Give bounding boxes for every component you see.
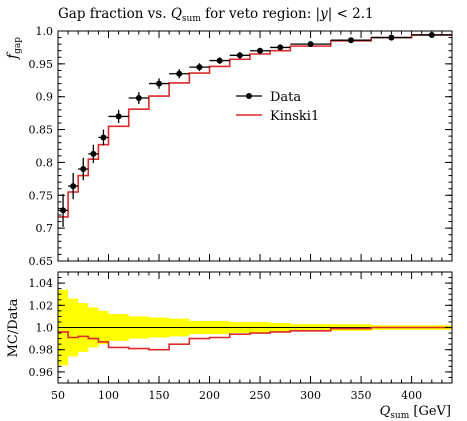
main-y-tick-label: 0.7: [36, 222, 54, 235]
main-y-tick-label: 1.0: [36, 25, 54, 38]
data-point: [236, 52, 243, 59]
x-tick-label: 300: [300, 389, 321, 402]
data-point: [307, 41, 314, 48]
data-point: [156, 80, 163, 87]
data-point: [176, 70, 183, 77]
data-point: [428, 31, 435, 38]
x-tick-label: 50: [51, 389, 65, 402]
main-y-tick-label: 0.95: [29, 58, 54, 71]
kinski1-step-line: [58, 34, 452, 218]
data-point: [60, 207, 67, 214]
ratio-plot-panel: 0.96 0.98 1.0 1.02 1.04 50 100 150 200 250 300 350 4…: [6, 271, 453, 421]
x-tick-label: 250: [250, 389, 271, 402]
x-axis-label: Qsum [GeV]: [380, 404, 451, 421]
main-y-tick-label: 0.8: [36, 156, 54, 169]
x-tick-label: 200: [199, 389, 220, 402]
ratio-y-tick-label: 0.96: [29, 366, 54, 379]
ratio-y-tick-label: 0.98: [29, 344, 54, 357]
legend: Data Kinski1: [236, 90, 319, 124]
main-plot-lines: [58, 31, 452, 227]
data-point: [277, 44, 284, 51]
legend-data-marker: [246, 93, 252, 99]
x-tick-label: 400: [401, 389, 422, 402]
data-point: [216, 57, 223, 64]
ratio-y-tick-label: 1.0: [36, 322, 54, 335]
main-plot-frame: [57, 30, 453, 262]
main-y-tick-label: 0.9: [36, 91, 54, 104]
ratio-y-axis-label: MC/Data: [6, 298, 21, 357]
ratio-plot-lines: [58, 326, 452, 351]
main-plot-panel: 0.65 0.7 0.75 0.8 0.85 0.9 0.95 1.0 fgap Data K…: [5, 25, 453, 268]
data-point: [115, 113, 122, 120]
x-tick-label: 100: [98, 389, 119, 402]
main-y-axis-label: fgap: [5, 37, 23, 60]
ratio-plot-frame: [57, 271, 453, 384]
data-point: [100, 134, 107, 141]
chart-title: Gap fraction vs. Qsum for veto region: |…: [58, 6, 374, 24]
x-tick-label: 350: [351, 389, 372, 402]
legend-data-label: Data: [270, 90, 301, 105]
kinski1-ratio-step-line: [58, 326, 452, 351]
data-point: [70, 183, 77, 190]
data-point: [80, 166, 87, 172]
data-point: [257, 47, 264, 54]
data-point: [135, 95, 142, 102]
data-point: [90, 150, 97, 157]
ratio-y-tick-label: 1.02: [29, 299, 54, 312]
main-y-tick-label: 0.85: [29, 124, 54, 137]
legend-kinski-label: Kinski1: [270, 109, 319, 124]
x-tick-label: 150: [149, 389, 170, 402]
main-y-tick-label: 0.75: [29, 189, 54, 202]
data-point: [388, 34, 395, 41]
data-point: [196, 64, 203, 71]
ratio-y-tick-label: 1.04: [29, 277, 54, 290]
main-y-axis: 0.65 0.7 0.75 0.8 0.85 0.9 0.95 1.0: [29, 25, 452, 268]
data-point: [347, 37, 354, 44]
ratio-axes: 0.96 0.98 1.0 1.02 1.04 50 100 150 200 250 300 350 4…: [29, 271, 452, 402]
main-y-tick-label: 0.65: [29, 255, 54, 268]
